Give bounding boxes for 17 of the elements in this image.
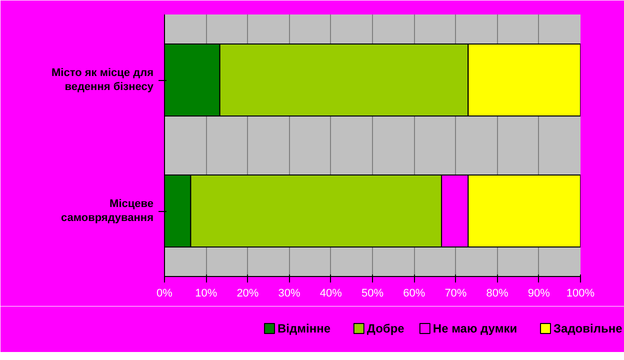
x-tick-label: 10% [195,288,218,300]
y-tick-label: Місцеве самоврядування [60,198,154,224]
legend-label: Не маю думки [432,322,518,336]
x-tick-label: 0% [156,288,173,300]
legend-label: Задовільне [554,322,623,336]
x-tick-label: 80% [486,288,509,300]
legend-label: Відмінне [278,322,331,336]
x-tick-label: 20% [236,288,259,300]
x-tick-label: 70% [444,288,467,300]
legend-label: Добре [366,322,405,336]
x-tick-label: 60% [403,288,426,300]
x-tick-label: 40% [320,288,342,300]
x-tick-label: 100% [566,288,595,300]
x-tick-label: 30% [278,288,301,300]
x-tick-label: 90% [528,288,550,300]
y-tick-label: Місто як місце для ведення бізнесу [52,66,154,94]
x-tick-label: 50% [361,288,384,300]
